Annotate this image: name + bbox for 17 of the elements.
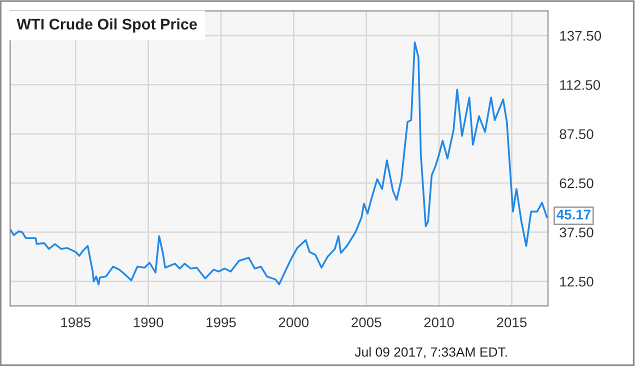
- y-tick-label: 37.50: [560, 228, 594, 238]
- x-tick-label: 2000: [278, 317, 309, 328]
- x-tick-label: 2005: [352, 317, 382, 328]
- data-label: 45.17: [556, 210, 590, 220]
- x-tick-label: 1990: [134, 317, 164, 328]
- x-tick-label: 1985: [61, 317, 90, 328]
- y-tick-label: 137.50: [560, 30, 602, 41]
- x-tick-label: 1995: [206, 317, 236, 328]
- y-tick-label: 12.50: [560, 276, 594, 287]
- y-tick-label: 112.50: [560, 80, 600, 90]
- line-series: [10, 42, 548, 286]
- y-tick-label: 62.50: [560, 178, 594, 188]
- text: Jul 09 2017, 7:33AM EDT.: [354, 347, 507, 358]
- chart-title: WTI Crude Oil Spot Price: [16, 18, 197, 33]
- x-tick-label: 2010: [424, 317, 454, 328]
- y-tick-label: 87.50: [560, 129, 594, 140]
- x-tick-label: 2015: [496, 317, 527, 328]
